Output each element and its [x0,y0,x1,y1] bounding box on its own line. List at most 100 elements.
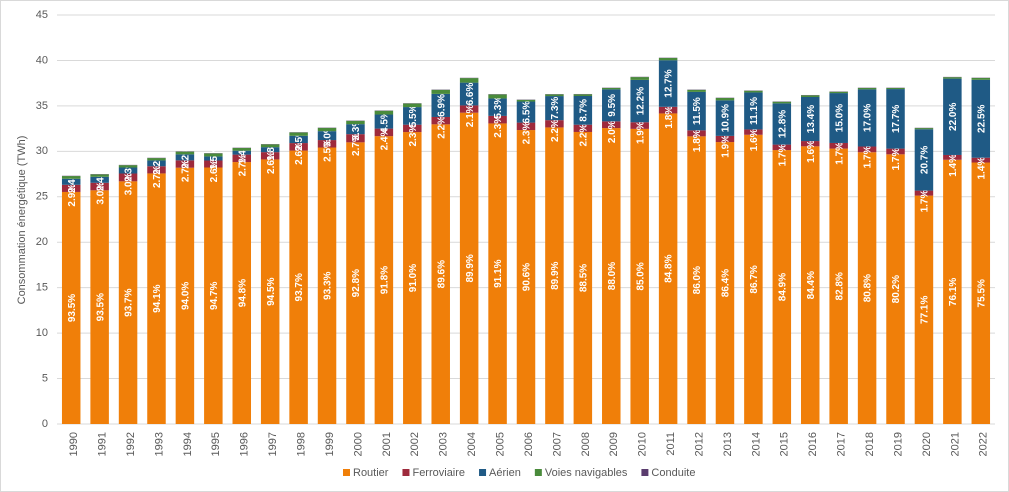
x-tick-label: 2015 [779,432,791,456]
bar-segment [971,79,991,158]
share-label: 22.0% [948,103,959,131]
x-tick-label: 1999 [324,432,336,456]
share-label: 1.4% [948,154,959,177]
share-label: 90.6% [522,263,533,291]
share-label: 88.0% [607,262,618,290]
x-tick-label: 1997 [267,432,279,456]
share-label: 94.0% [181,282,192,310]
bar-segment [772,150,792,424]
x-tick-label: 2017 [836,432,848,456]
y-axis-label: Consommation énergétique (TWh) [16,136,28,305]
share-label: 94.7% [209,281,220,309]
legend-label: Ferroviaire [412,467,465,479]
legend-swatch [343,469,350,476]
bar-segment [118,165,138,168]
x-tick-label: 2018 [864,432,876,456]
bar-segment [260,159,280,425]
bar-segment [744,92,763,130]
x-tick-label: 2021 [949,432,961,456]
share-label: 89.6% [436,260,447,288]
bar-segment [943,77,962,79]
bar-segment [459,78,479,83]
x-tick-label: 1991 [97,432,109,456]
bar-segment [516,130,536,424]
share-label: 84.8% [664,254,675,282]
legend-swatch [534,469,542,476]
bar-segment [260,147,280,153]
bar-segment [602,89,621,122]
x-tick-label: 1994 [182,432,194,456]
share-label: 2.3% [124,159,135,182]
share-label: 6.5% [522,101,533,124]
bar-segment [715,100,735,136]
bar-segment [204,153,223,157]
share-label: 2.7% [152,165,163,188]
share-label: 2.6% [294,142,305,165]
bar-segment [61,191,81,424]
share-label: 9.5% [607,94,618,117]
bar-segment [61,176,81,179]
bar-segment [715,97,735,101]
bar-segment [857,146,877,153]
share-label: 94.8% [237,279,248,307]
bar-segment [573,131,593,424]
share-label: 12.2% [635,87,646,115]
share-label: 86.4% [721,269,732,297]
bar-segment [971,77,991,80]
share-label: 88.5% [578,264,589,292]
bar-segment [971,157,991,163]
bar-segment [857,89,877,147]
bar-segment [488,115,507,124]
bar-segment [403,132,422,425]
bar-segment [545,120,564,128]
x-tick-label: 2019 [892,432,904,456]
bar-segment [61,178,81,185]
bar-segment [147,166,166,174]
share-label: 92.8% [351,269,362,297]
bar-segment [346,124,365,135]
share-label: 91.1% [493,259,504,287]
y-tick-label: 30 [36,145,48,157]
share-label: 1.8% [692,129,703,152]
x-tick-label: 2009 [608,432,620,456]
bar-segment [147,158,166,161]
share-label: 11.5% [692,97,703,125]
bar-segment [175,167,195,424]
bar-segment [573,124,593,132]
bar-segment [232,147,252,151]
bar-segment [800,146,820,424]
x-tick-label: 2001 [381,432,393,456]
bar-segment [602,87,621,90]
share-label: 91.0% [408,264,419,292]
share-label: 11.1% [749,97,760,125]
x-tick-label: 2014 [750,432,762,456]
bar-segment [431,124,450,425]
bar-segment [488,94,507,99]
share-label: 89.9% [550,261,561,289]
bar-segment [175,154,195,161]
share-label: 2.6% [209,159,220,182]
share-label: 93.7% [124,288,135,316]
share-label: 3.3% [351,118,362,141]
share-label: 5.3% [493,96,504,119]
share-label: 4.5% [380,110,391,133]
share-label: 20.7% [920,146,931,174]
bar-segment [658,113,678,424]
share-label: 5.5% [408,104,419,127]
bar-segment [317,131,337,141]
x-tick-label: 2020 [921,432,933,456]
share-label: 6.9% [436,94,447,117]
legend-label: Routier [353,467,389,479]
bar-segment [658,57,678,61]
share-label: 76.1% [948,278,959,306]
legend-label: Aérien [489,467,521,479]
share-label: 2.1% [465,104,476,127]
y-tick-label: 5 [42,372,48,384]
x-tick-label: 2000 [352,432,364,456]
legend-swatch [641,469,649,476]
x-tick-label: 1995 [210,432,222,456]
x-tick-label: 2005 [494,432,506,456]
legend-label: Voies navigables [545,467,628,479]
bar-segment [403,124,422,133]
share-label: 3.0% [95,182,106,205]
